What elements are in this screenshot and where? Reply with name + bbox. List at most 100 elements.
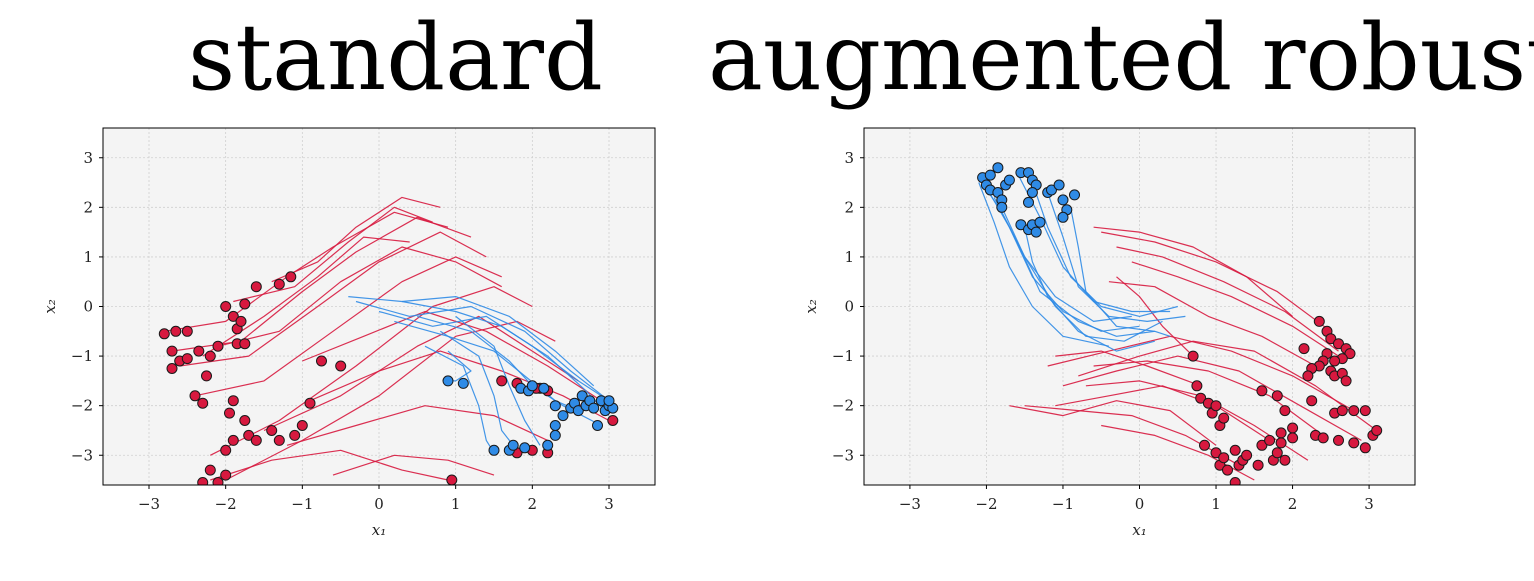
- endpoint-marker-red: [239, 338, 251, 350]
- endpoint-marker-red: [1298, 343, 1310, 355]
- chart-title-standard: standard: [188, 4, 603, 111]
- endpoint-marker-blue: [549, 400, 561, 412]
- endpoint-marker-red: [289, 429, 301, 441]
- trajectory-line-blue: [1047, 192, 1186, 322]
- x-tick-label: −1: [291, 495, 313, 513]
- endpoint-marker-red: [220, 469, 232, 481]
- endpoint-marker-red: [273, 434, 285, 446]
- trajectory-line-blue: [1001, 207, 1163, 342]
- endpoint-marker-blue: [1053, 179, 1065, 191]
- endpoint-marker-blue: [1023, 196, 1034, 208]
- endpoint-marker-red: [1218, 452, 1230, 464]
- endpoint-marker-blue: [542, 439, 554, 451]
- endpoint-marker-red: [1287, 432, 1299, 444]
- endpoint-marker-blue: [1046, 184, 1057, 196]
- endpoint-marker-blue: [457, 377, 469, 389]
- trajectory-line-red: [1101, 231, 1332, 332]
- plot-series: [158, 196, 619, 485]
- trajectory-line-blue: [439, 330, 518, 451]
- endpoint-marker-blue: [1030, 226, 1042, 238]
- endpoint-marker-red: [170, 325, 182, 337]
- endpoint-marker-red: [1252, 459, 1264, 471]
- endpoint-marker-red: [1325, 333, 1337, 345]
- endpoint-marker-red: [1279, 405, 1291, 417]
- endpoint-marker-red: [1348, 437, 1360, 449]
- y-axis-label: x₂: [41, 299, 59, 313]
- endpoint-marker-red: [1271, 390, 1283, 402]
- endpoint-marker-red: [1199, 439, 1210, 451]
- trajectory-line-red: [1055, 385, 1270, 441]
- endpoint-marker-red: [1302, 370, 1314, 382]
- endpoint-marker-blue: [442, 375, 454, 387]
- endpoint-marker-red: [316, 355, 327, 367]
- endpoint-marker-blue: [576, 390, 588, 402]
- endpoint-marker-red: [1340, 375, 1352, 387]
- endpoint-marker-red: [1264, 434, 1276, 446]
- endpoint-marker-blue: [1057, 211, 1069, 223]
- trajectory-line-blue: [348, 296, 595, 387]
- endpoint-marker-blue: [996, 201, 1008, 213]
- endpoint-marker-red: [204, 464, 216, 476]
- endpoint-marker-red: [189, 390, 201, 402]
- endpoint-marker-blue: [1026, 187, 1038, 198]
- endpoint-marker-blue: [538, 382, 550, 394]
- endpoint-marker-red: [158, 328, 170, 340]
- endpoint-marker-red: [220, 444, 232, 456]
- endpoint-marker-blue: [526, 380, 538, 392]
- endpoint-marker-red: [227, 434, 239, 446]
- trajectory-line-red: [233, 206, 433, 303]
- trajectory-line-blue: [401, 300, 610, 417]
- endpoint-marker-red: [296, 420, 308, 431]
- trajectory-line-red: [1078, 340, 1378, 431]
- trajectory-line-red: [1047, 335, 1355, 412]
- endpoint-marker-red: [212, 340, 224, 352]
- trajectory-line-blue: [355, 300, 610, 402]
- y-tick-label: 3: [844, 149, 854, 167]
- x-axis-label: x₁: [372, 521, 386, 539]
- endpoint-marker-red: [1218, 412, 1230, 424]
- y-tick-label: 0: [83, 298, 93, 316]
- endpoint-marker-red: [1210, 400, 1222, 412]
- endpoint-marker-red: [1256, 439, 1268, 451]
- plot-series: [977, 162, 1383, 485]
- endpoint-marker-red: [266, 425, 278, 436]
- endpoint-marker-red: [1241, 449, 1253, 461]
- y-tick-label: −1: [71, 347, 93, 365]
- endpoint-marker-blue: [557, 410, 569, 422]
- endpoint-marker-red: [235, 315, 247, 327]
- trajectory-line-red: [225, 320, 556, 481]
- endpoint-marker-blue: [592, 420, 603, 431]
- endpoint-marker-red: [1275, 437, 1287, 449]
- x-tick-label: 0: [374, 495, 384, 513]
- endpoint-marker-red: [1359, 442, 1371, 454]
- endpoint-marker-blue: [1015, 219, 1027, 231]
- endpoint-marker-blue: [1057, 194, 1069, 206]
- endpoint-marker-blue: [1069, 189, 1080, 201]
- endpoint-marker-red: [1348, 405, 1360, 417]
- endpoint-marker-red: [1210, 447, 1222, 459]
- endpoint-marker-red: [1317, 432, 1329, 444]
- x-tick-label: 0: [1135, 495, 1145, 513]
- endpoint-marker-red: [335, 360, 347, 372]
- endpoint-marker-red: [1279, 454, 1291, 466]
- trajectory-line-red: [210, 449, 449, 481]
- x-tick-label: −2: [975, 495, 997, 513]
- trajectory-line-red: [194, 256, 502, 397]
- y-axis-label: x₂: [802, 299, 820, 313]
- endpoint-marker-red: [239, 415, 251, 426]
- y-tick-label: −2: [71, 397, 93, 415]
- endpoint-marker-blue: [603, 395, 615, 407]
- x-tick-label: 3: [604, 495, 614, 513]
- endpoint-marker-blue: [984, 169, 996, 181]
- endpoint-marker-blue: [488, 444, 500, 456]
- endpoint-marker-red: [1222, 464, 1233, 476]
- endpoint-marker-blue: [519, 442, 531, 454]
- y-tick-label: 2: [83, 198, 93, 216]
- endpoint-marker-blue: [507, 439, 519, 451]
- trajectory-line-red: [1055, 350, 1201, 387]
- endpoint-marker-red: [181, 353, 193, 365]
- endpoint-marker-blue: [1034, 216, 1046, 228]
- endpoint-marker-blue: [1003, 174, 1015, 186]
- trajectory-line-red: [271, 196, 441, 283]
- endpoint-marker-red: [227, 395, 239, 407]
